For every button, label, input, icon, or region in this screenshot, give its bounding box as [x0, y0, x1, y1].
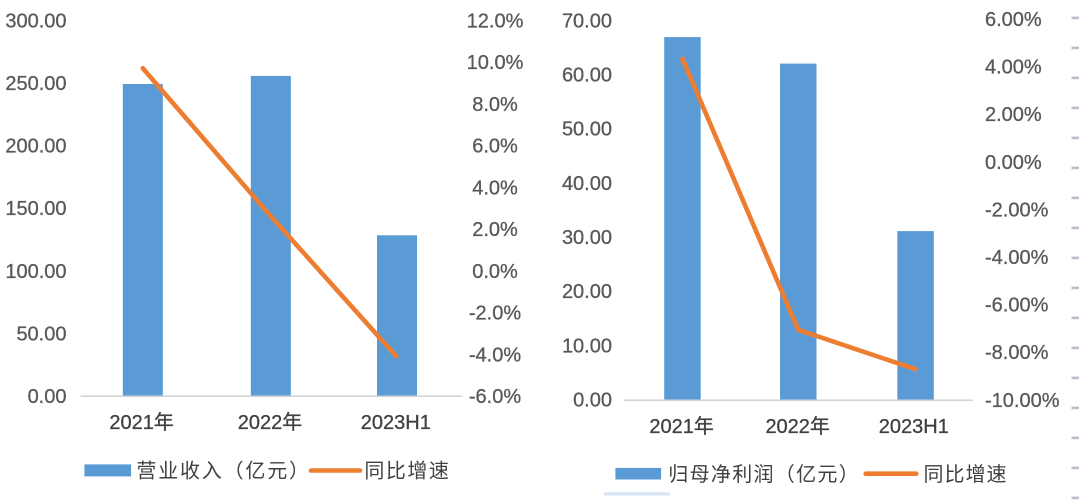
svg-text:营业收入（亿元）: 营业收入（亿元） — [136, 460, 310, 483]
svg-text:12.0%: 12.0% — [467, 10, 524, 32]
svg-text:100.00: 100.00 — [5, 261, 66, 283]
svg-text:-4.00%: -4.00% — [985, 247, 1049, 269]
svg-text:2022年: 2022年 — [238, 411, 303, 434]
svg-text:60.00: 60.00 — [562, 65, 612, 87]
svg-text:2.00%: 2.00% — [985, 104, 1042, 126]
svg-text:50.00: 50.00 — [562, 119, 612, 141]
svg-text:50.00: 50.00 — [16, 323, 66, 345]
svg-text:-2.00%: -2.00% — [985, 199, 1049, 221]
svg-text:10.0%: 10.0% — [467, 52, 524, 74]
svg-text:300.00: 300.00 — [5, 10, 66, 32]
svg-text:2023H1: 2023H1 — [361, 412, 431, 434]
svg-text:150.00: 150.00 — [5, 198, 66, 220]
svg-text:4.00%: 4.00% — [985, 57, 1042, 79]
svg-text:0.00: 0.00 — [28, 386, 67, 408]
svg-text:20.00: 20.00 — [562, 281, 612, 303]
svg-text:40.00: 40.00 — [562, 173, 612, 195]
svg-text:4.0%: 4.0% — [472, 177, 518, 199]
svg-text:-8.00%: -8.00% — [985, 342, 1049, 364]
svg-text:250.00: 250.00 — [5, 73, 66, 95]
svg-text:2021年: 2021年 — [649, 415, 714, 438]
svg-text:10.00: 10.00 — [562, 335, 612, 357]
svg-text:6.00%: 6.00% — [985, 9, 1042, 31]
svg-text:2022年: 2022年 — [765, 415, 830, 438]
svg-text:同比增速: 同比增速 — [924, 463, 1008, 486]
svg-text:-2.0%: -2.0% — [469, 303, 521, 325]
svg-text:0.0%: 0.0% — [472, 261, 518, 283]
svg-text:0.00%: 0.00% — [985, 152, 1042, 174]
svg-text:70.00: 70.00 — [562, 10, 612, 32]
svg-text:200.00: 200.00 — [5, 136, 66, 158]
svg-text:0.00: 0.00 — [573, 390, 612, 412]
svg-text:归母净利润（亿元）: 归母净利润（亿元） — [668, 463, 860, 486]
svg-text:8.0%: 8.0% — [472, 94, 518, 116]
svg-text:2023H1: 2023H1 — [879, 416, 949, 438]
svg-text:-10.00%: -10.00% — [985, 390, 1060, 412]
svg-text:-6.00%: -6.00% — [985, 295, 1049, 317]
svg-text:6.0%: 6.0% — [472, 136, 518, 158]
svg-text:-4.0%: -4.0% — [469, 344, 521, 366]
svg-text:2.0%: 2.0% — [472, 219, 518, 241]
svg-text:2021年: 2021年 — [109, 411, 174, 434]
svg-text:-6.0%: -6.0% — [469, 386, 521, 408]
svg-text:30.00: 30.00 — [562, 227, 612, 249]
svg-text:同比增速: 同比增速 — [364, 460, 450, 483]
